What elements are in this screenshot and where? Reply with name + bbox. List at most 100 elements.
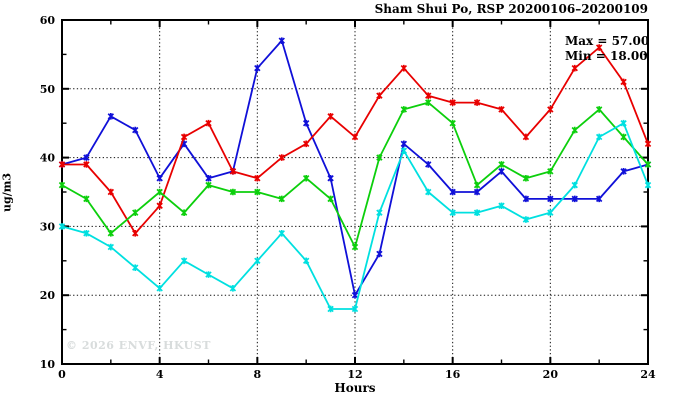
- data-point-marker: [473, 181, 481, 189]
- stat-max-label: Max = 57.00: [565, 34, 650, 48]
- series-cyan: [58, 119, 652, 313]
- data-point-marker: [547, 168, 554, 175]
- data-point-marker: [254, 64, 261, 72]
- data-point-marker: [425, 92, 432, 99]
- data-point-marker: [205, 174, 212, 182]
- data-point-marker: [156, 174, 163, 182]
- data-point-marker: [58, 161, 66, 168]
- data-point-marker: [571, 195, 578, 203]
- x-tick-label: 20: [543, 368, 559, 381]
- data-point-marker: [132, 126, 139, 134]
- data-point-marker: [571, 126, 578, 134]
- stat-min-label: Min = 18.00: [565, 49, 648, 63]
- data-point-marker: [58, 223, 66, 230]
- data-point-marker: [107, 229, 115, 237]
- data-point-marker: [278, 195, 285, 203]
- y-tick-label: 40: [40, 152, 56, 165]
- y-tick-label: 20: [40, 289, 56, 302]
- data-point-marker: [205, 181, 212, 189]
- data-point-marker: [254, 174, 261, 182]
- data-point-marker: [571, 181, 578, 189]
- y-axis-label: ug/m3: [0, 173, 14, 212]
- x-tick-label: 8: [254, 368, 262, 381]
- y-tick-label: 30: [40, 220, 56, 233]
- data-point-marker: [595, 195, 603, 203]
- data-point-marker: [327, 305, 334, 313]
- series-blue: [58, 37, 652, 299]
- data-point-marker: [58, 181, 66, 189]
- series-green: [58, 99, 652, 251]
- data-point-marker: [473, 188, 481, 196]
- data-point-marker: [107, 188, 115, 196]
- data-point-marker: [449, 209, 456, 216]
- data-point-marker: [547, 106, 554, 113]
- data-point-marker: [302, 140, 310, 148]
- data-point-marker: [327, 195, 334, 203]
- x-tick-label: 4: [156, 368, 164, 381]
- data-point-marker: [180, 209, 188, 216]
- data-point-marker: [376, 154, 383, 161]
- y-tick-label: 10: [40, 358, 56, 371]
- x-tick-labels: 0 4 8 12 16 20 24: [58, 368, 656, 381]
- data-point-marker: [400, 106, 408, 113]
- y-tick-label: 50: [40, 83, 56, 96]
- data-point-marker: [278, 154, 285, 161]
- data-point-marker: [278, 37, 285, 44]
- data-point-marker: [595, 106, 603, 113]
- data-point-marker: [205, 119, 212, 127]
- y-tick-labels: 10 20 30 40 50 60: [40, 14, 56, 371]
- data-point-marker: [400, 64, 408, 72]
- data-point-marker: [205, 271, 212, 278]
- data-point-marker: [498, 106, 505, 113]
- data-point-marker: [376, 209, 383, 216]
- x-tick-label: 24: [640, 368, 656, 381]
- data-point-marker: [595, 133, 603, 141]
- watermark: © 2026 ENVF, HKUST: [66, 339, 211, 352]
- x-tick-label: 16: [445, 368, 461, 381]
- gridlines: [62, 20, 648, 364]
- data-point-marker: [498, 161, 505, 168]
- data-point-marker: [351, 133, 359, 141]
- data-point-marker: [473, 209, 481, 216]
- data-point-marker: [302, 174, 310, 182]
- data-point-marker: [83, 195, 90, 203]
- data-point-marker: [620, 133, 627, 141]
- y-tick-label: 60: [40, 14, 56, 27]
- data-point-marker: [571, 64, 578, 72]
- data-point-marker: [327, 174, 334, 182]
- data-point-marker: [351, 243, 359, 251]
- data-point-marker: [644, 161, 652, 168]
- data-point-marker: [132, 209, 139, 216]
- data-point-marker: [473, 99, 481, 106]
- data-point-marker: [302, 257, 310, 265]
- data-point-marker: [425, 188, 432, 196]
- data-point-marker: [132, 229, 139, 237]
- data-point-marker: [522, 174, 530, 182]
- data-point-marker: [83, 154, 90, 161]
- data-point-marker: [351, 305, 359, 313]
- x-tick-label: 0: [58, 368, 66, 381]
- data-point-marker: [644, 140, 652, 148]
- data-point-marker: [156, 188, 163, 196]
- data-point-marker: [620, 119, 627, 127]
- data-point-marker: [376, 250, 383, 258]
- x-axis-label: Hours: [334, 381, 376, 395]
- data-point-marker: [400, 147, 408, 155]
- data-point-marker: [425, 161, 432, 168]
- data-point-marker: [644, 181, 652, 189]
- data-point-marker: [449, 119, 456, 127]
- data-point-marker: [522, 216, 530, 223]
- data-point-marker: [132, 264, 139, 271]
- data-point-marker: [107, 113, 115, 120]
- data-point-marker: [400, 140, 408, 148]
- chart-title: Sham Shui Po, RSP 20200106–20200109: [374, 2, 648, 16]
- data-point-marker: [107, 243, 115, 251]
- data-point-marker: [351, 291, 359, 299]
- data-point-marker: [620, 168, 627, 175]
- data-point-marker: [229, 188, 237, 196]
- data-point-marker: [449, 99, 456, 106]
- data-point-marker: [327, 113, 334, 120]
- data-point-marker: [498, 168, 505, 175]
- data-point-marker: [522, 195, 530, 203]
